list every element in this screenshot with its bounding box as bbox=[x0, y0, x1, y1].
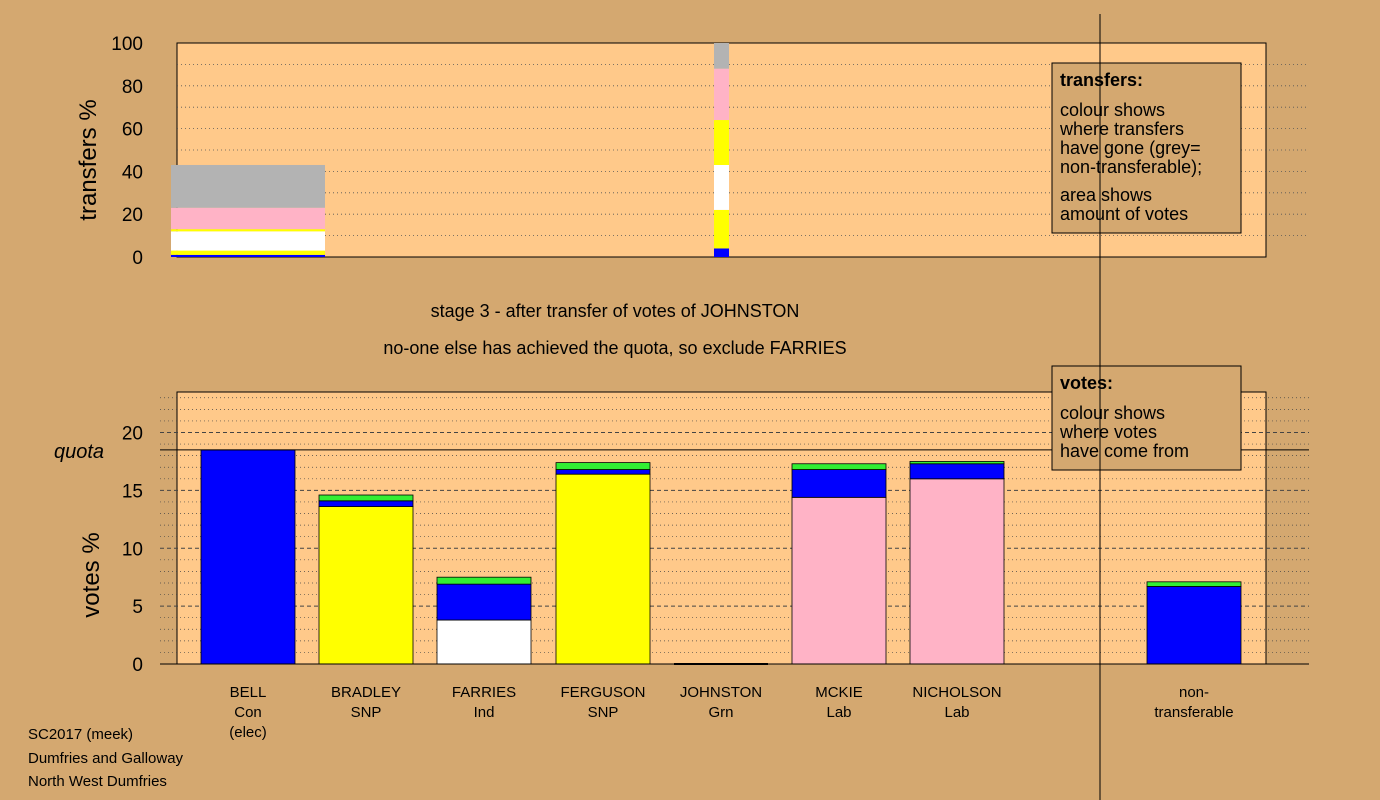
transfers-tick-label: 100 bbox=[111, 34, 143, 55]
votes-legend-title: votes: bbox=[1060, 373, 1113, 393]
vote-bar-segment bbox=[436, 576, 532, 585]
transfers-legend-line: non-transferable); bbox=[1060, 157, 1202, 177]
votes-legend: votes: colour shows where votes have com… bbox=[1051, 365, 1242, 471]
transfers-tick-label: 60 bbox=[122, 120, 143, 141]
candidate-label: NICHOLSON bbox=[912, 684, 1001, 701]
candidate-label: (elec) bbox=[229, 724, 267, 741]
candidate-label: FARRIES bbox=[452, 684, 516, 701]
vote-bar-segment bbox=[791, 496, 887, 665]
candidate-label: transferable bbox=[1154, 704, 1233, 721]
vote-bar-segment bbox=[200, 449, 296, 665]
votes-legend-line: colour shows bbox=[1060, 403, 1165, 423]
vote-bar-segment bbox=[909, 463, 1005, 480]
transfers-bar-segment bbox=[714, 68, 729, 121]
candidate-label: MCKIE bbox=[815, 684, 863, 701]
vote-bar-segment bbox=[909, 461, 1005, 465]
votes-tick-label: 10 bbox=[122, 539, 143, 560]
votes-legend-box bbox=[1051, 365, 1242, 471]
votes-y-axis-label: votes % bbox=[78, 532, 105, 617]
candidate-label: non- bbox=[1179, 684, 1209, 701]
vote-bar-segment bbox=[791, 469, 887, 498]
votes-bars bbox=[200, 449, 1242, 665]
votes-category-labels: BELL Con (elec) BRADLEY SNP FARRIES Ind FERGUSO… bbox=[229, 684, 1233, 741]
votes-tick-label: 20 bbox=[122, 424, 143, 445]
votes-panel: 0 5 10 15 20 BELL Con (elec) BRADLEY SNP FARRIES I… bbox=[54, 365, 1309, 741]
candidate-label: Ind bbox=[474, 704, 495, 721]
transfers-tick-label: 20 bbox=[122, 205, 143, 226]
vote-bar-segment bbox=[909, 478, 1005, 665]
candidate-label: Grn bbox=[708, 704, 733, 721]
candidate-label: Lab bbox=[944, 704, 969, 721]
transfers-bar-segment bbox=[714, 248, 729, 257]
transfers-legend-box bbox=[1051, 62, 1242, 234]
transfers-y-ticks: 0 20 40 60 80 100 bbox=[111, 34, 143, 269]
transfers-legend-line: area shows bbox=[1060, 185, 1152, 205]
stage-caption: stage 3 - after transfer of votes of JOH… bbox=[431, 301, 800, 321]
candidate-label: BRADLEY bbox=[331, 684, 401, 701]
transfers-bar-segment bbox=[171, 164, 325, 208]
transfers-legend-line: where transfers bbox=[1059, 119, 1184, 139]
transfers-tick-label: 40 bbox=[122, 162, 143, 183]
vote-bar-segment bbox=[318, 494, 414, 502]
vote-bar-segment bbox=[791, 463, 887, 470]
candidate-label: SNP bbox=[351, 704, 382, 721]
transfers-bar-segment bbox=[714, 164, 729, 210]
candidate-label: SNP bbox=[588, 704, 619, 721]
candidate-label: FERGUSON bbox=[560, 684, 645, 701]
candidate-label: Lab bbox=[826, 704, 851, 721]
footer-election: SC2017 (meek) bbox=[28, 726, 133, 743]
transfers-legend-line: have gone (grey= bbox=[1060, 138, 1201, 158]
transfers-bar-segment bbox=[171, 254, 325, 257]
transfers-bar-segment bbox=[171, 207, 325, 230]
votes-tick-label: 0 bbox=[132, 655, 143, 676]
vote-bar-segment bbox=[555, 473, 651, 665]
footer-ward: North West Dumfries bbox=[28, 773, 167, 790]
votes-legend-line: where votes bbox=[1059, 422, 1157, 442]
vote-bar-segment bbox=[555, 462, 651, 470]
transfers-tick-label: 80 bbox=[122, 77, 143, 98]
transfers-bar-segment bbox=[714, 120, 729, 165]
vote-bar-segment bbox=[555, 469, 651, 475]
candidate-label: Con bbox=[234, 704, 262, 721]
votes-tick-label: 5 bbox=[132, 597, 143, 618]
transfers-bar-segment bbox=[171, 229, 325, 232]
transfers-legend: transfers: colour shows where transfers … bbox=[1051, 62, 1242, 234]
votes-tick-label: 15 bbox=[122, 481, 143, 502]
votes-legend-line: have come from bbox=[1060, 441, 1189, 461]
transfers-panel: 0 20 40 60 80 100 transfers % transfers: colo… bbox=[75, 34, 1309, 269]
footer: SC2017 (meek) Dumfries and Galloway Nort… bbox=[28, 726, 184, 790]
vote-bar-segment bbox=[318, 506, 414, 665]
candidate-label: BELL bbox=[230, 684, 267, 701]
vote-bar-segment bbox=[1146, 581, 1242, 587]
transfers-bar-segment bbox=[714, 209, 729, 249]
vote-bar-segment bbox=[436, 583, 532, 621]
transfers-bars bbox=[171, 43, 729, 257]
transfers-bar-segment bbox=[171, 231, 325, 251]
transfers-gridlines bbox=[177, 64, 1309, 237]
transfers-legend-title: transfers: bbox=[1060, 70, 1143, 90]
quota-label: quota bbox=[54, 441, 104, 463]
vote-bar-segment bbox=[1146, 586, 1242, 665]
transfers-legend-line: colour shows bbox=[1060, 100, 1165, 120]
transfers-tick-label: 0 bbox=[132, 248, 143, 269]
transfers-bar-segment bbox=[714, 43, 729, 69]
votes-y-ticks: 0 5 10 15 20 bbox=[122, 424, 143, 676]
footer-council: Dumfries and Galloway bbox=[28, 750, 184, 767]
transfers-legend-line: amount of votes bbox=[1060, 204, 1188, 224]
stage-caption-exclusion: no-one else has achieved the quota, so e… bbox=[383, 338, 846, 358]
transfers-bar-segment bbox=[171, 250, 325, 255]
candidate-label: JOHNSTON bbox=[680, 684, 762, 701]
vote-bar-segment bbox=[318, 500, 414, 507]
transfers-y-axis-label: transfers % bbox=[75, 99, 102, 220]
vote-bar-segment bbox=[436, 619, 532, 665]
